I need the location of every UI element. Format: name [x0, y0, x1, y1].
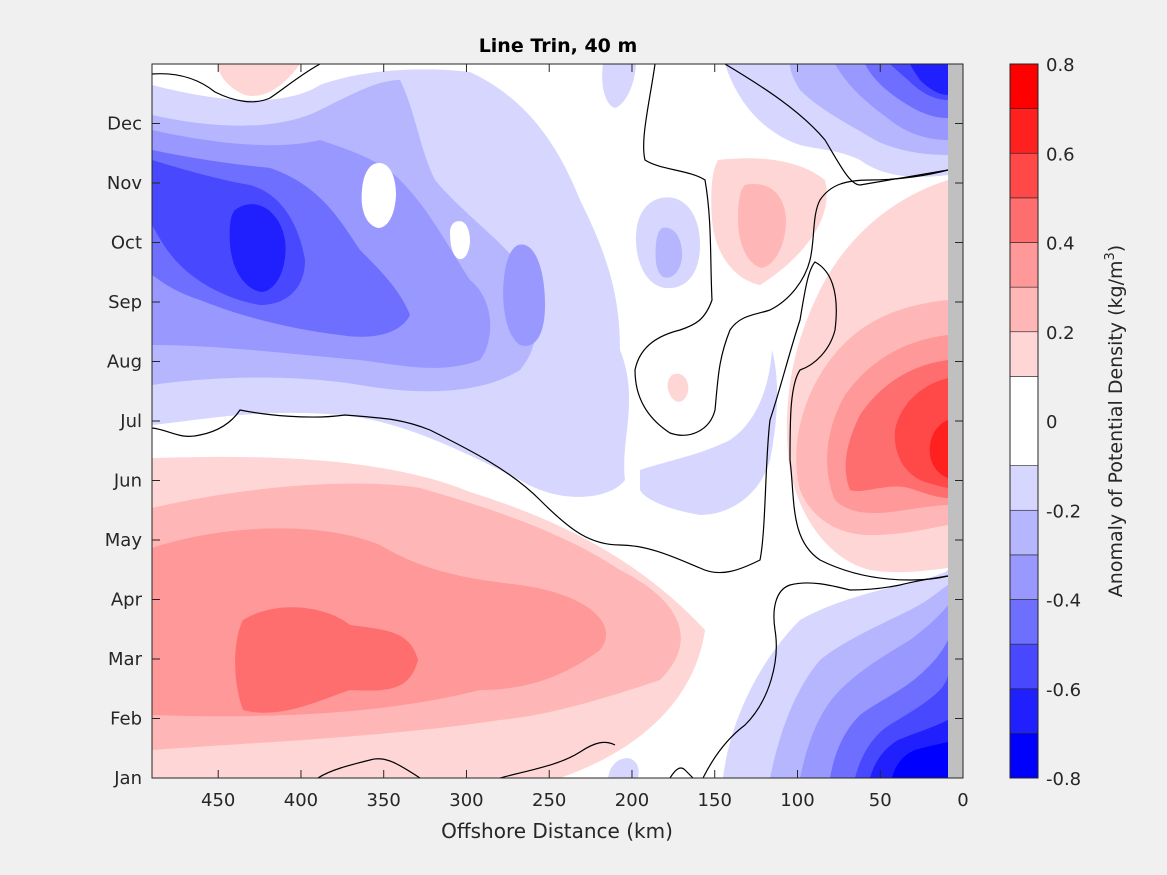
colorbar-tick-label: -0.8 — [1046, 769, 1081, 790]
colorbar-ticks: 0.8 0.6 0.4 0.2 0 -0.2 -0.4 -0.6 -0.8 — [1046, 55, 1081, 790]
colorbar-label: Anomaly of Potential Density (kg/m3) — [1103, 245, 1127, 597]
colorbar-frame — [1009, 63, 1039, 779]
contour-fill-group — [152, 64, 948, 778]
zero-contour-2 — [152, 64, 321, 103]
zero-contours — [152, 64, 948, 778]
zero-contour-4 — [724, 64, 948, 186]
x-axis: 450 400 350 300 250 200 150 100 50 0 — [201, 64, 969, 811]
colorbar-swatch — [1009, 108, 1039, 154]
contour-se-neg-0.7 — [892, 742, 948, 778]
contour-summer-neg — [640, 350, 778, 515]
zero-contour-1 — [152, 261, 948, 581]
y-tick-label: Jan — [113, 768, 142, 789]
contour-neg-0.6 — [229, 204, 286, 292]
x-tick-label: 50 — [869, 790, 892, 811]
colorbar-swatch — [1009, 599, 1039, 645]
contour-mid-pos-0.2 — [738, 184, 786, 268]
x-tick-label: 100 — [780, 790, 814, 811]
x-tick-label: 350 — [367, 790, 401, 811]
colorbar-tick-label: 0.4 — [1046, 234, 1075, 255]
contour-bottom-neg — [608, 758, 639, 778]
colorbar-swatch — [1009, 152, 1039, 199]
colorbar-swatch — [1009, 376, 1039, 466]
zero-contour-6 — [499, 741, 616, 778]
colorbar-tick-label: 0 — [1046, 412, 1057, 433]
contour-oval-neg-0.3 — [655, 227, 683, 278]
x-tick-label: 250 — [532, 790, 566, 811]
y-tick-label: Apr — [111, 590, 143, 611]
y-tick-label: Dec — [107, 114, 142, 135]
colorbar-swatches — [1009, 63, 1039, 779]
contour-pos-top — [218, 64, 300, 96]
x-tick-label: 200 — [615, 790, 649, 811]
colorbar-label-suffix: ) — [1105, 245, 1127, 252]
colorbar-label-superscript: 3 — [1103, 252, 1118, 260]
colorbar-swatch — [1009, 331, 1039, 377]
colorbar-tick-label: 0.8 — [1046, 55, 1075, 76]
colorbar-tick-label: -0.4 — [1046, 591, 1081, 612]
colorbar-swatch — [1009, 242, 1039, 288]
y-tick-label: Sep — [108, 292, 142, 313]
colorbar-swatch — [1009, 554, 1039, 600]
contour-hole-2 — [450, 221, 470, 260]
contour-nearshore-0.6 — [929, 420, 948, 478]
colorbar-swatch — [1009, 733, 1039, 779]
colorbar: 0.8 0.6 0.4 0.2 0 -0.2 -0.4 -0.6 -0.8 Anomaly of… — [1009, 55, 1127, 790]
y-tick-label: Aug — [107, 352, 142, 373]
x-axis-label: Offshore Distance (km) — [441, 819, 673, 843]
y-tick-label: Nov — [107, 173, 142, 194]
chart-title: Line Trin, 40 m — [479, 35, 638, 57]
contour-pos-0.4 — [235, 607, 418, 713]
contour-hole-1 — [361, 163, 396, 228]
contour-mid-neg-0.3 — [503, 244, 545, 346]
x-tick-label: 0 — [957, 790, 968, 811]
y-tick-label: Jul — [119, 411, 142, 432]
y-tick-label: Oct — [111, 233, 142, 254]
zero-contour-3 — [634, 64, 948, 436]
colorbar-swatch — [1009, 688, 1039, 734]
colorbar-tick-label: -0.6 — [1046, 680, 1081, 701]
plot-area: 450 400 350 300 250 200 150 100 50 0 Jan Feb Mar Apr… — [105, 63, 969, 811]
colorbar-swatch — [1009, 509, 1039, 556]
colorbar-tick-label: 0.6 — [1046, 144, 1075, 165]
colorbar-swatch — [1009, 643, 1039, 690]
colorbar-label-text: Anomaly of Potential Density (kg/m — [1105, 261, 1127, 598]
y-tick-label: May — [105, 530, 143, 551]
colorbar-swatch — [1009, 63, 1039, 109]
y-tick-label: Jun — [113, 471, 142, 492]
colorbar-swatch — [1009, 465, 1039, 511]
colorbar-tick-label: -0.2 — [1046, 501, 1081, 522]
x-tick-label: 450 — [201, 790, 235, 811]
y-tick-label: Feb — [110, 709, 142, 730]
zero-contour-5 — [317, 758, 421, 778]
x-tick-label: 300 — [449, 790, 483, 811]
zero-contour-8 — [702, 575, 948, 778]
colorbar-tick-label: 0.2 — [1046, 323, 1075, 344]
contour-ne-neg-0.6 — [910, 64, 948, 95]
x-tick-label: 400 — [284, 790, 318, 811]
y-axis: Jan Feb Mar Apr May Jun Jul Aug Sep Oct Nov Dec — [105, 114, 963, 789]
zero-contour-7 — [669, 767, 694, 778]
colorbar-swatch — [1009, 197, 1039, 243]
contour-small-pos — [667, 373, 689, 402]
colorbar-swatch — [1009, 286, 1039, 333]
x-tick-label: 150 — [698, 790, 732, 811]
y-tick-label: Mar — [108, 649, 143, 670]
contour-top-neg — [602, 64, 636, 108]
